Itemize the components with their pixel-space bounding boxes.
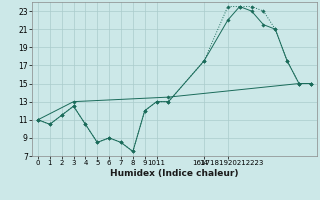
X-axis label: Humidex (Indice chaleur): Humidex (Indice chaleur) (110, 169, 239, 178)
